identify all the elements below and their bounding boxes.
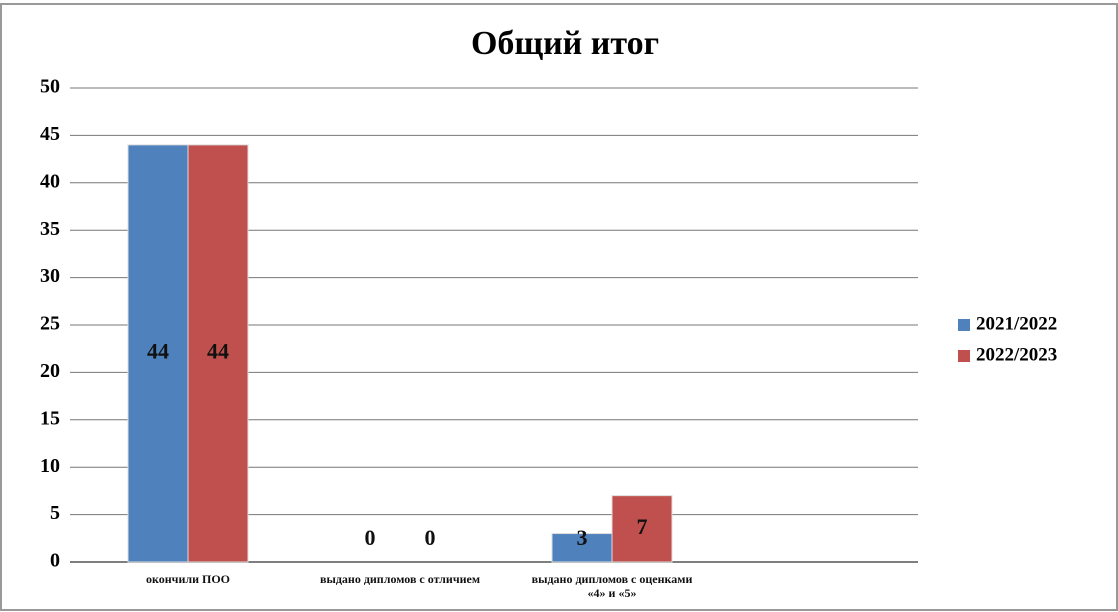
y-tick-label: 40	[40, 170, 60, 192]
y-tick-label: 10	[40, 455, 60, 477]
bar	[187, 144, 249, 563]
chart-title: Общий итог	[471, 25, 659, 62]
y-tick-label: 35	[40, 218, 60, 240]
data-label: 0	[425, 525, 436, 550]
x-tick-label: выдано дипломов с отличием	[319, 572, 481, 586]
data-label: 3	[577, 525, 588, 550]
bar	[611, 495, 673, 563]
y-tick-label: 45	[40, 123, 60, 145]
data-label: 0	[365, 525, 376, 550]
legend-label: 2021/2022	[976, 313, 1057, 334]
data-label: 44	[207, 338, 229, 363]
legend-swatch	[958, 350, 970, 362]
frame-border	[0, 3, 1118, 611]
y-tick-label: 0	[50, 550, 60, 572]
bar	[127, 144, 189, 563]
y-tick-label: 5	[50, 502, 60, 524]
y-tick-label: 15	[40, 407, 60, 429]
legend-swatch	[958, 319, 970, 331]
x-tick-label: выдано дипломов с оценками «4» и «5»	[531, 572, 693, 600]
bar	[551, 533, 613, 563]
y-tick-label: 30	[40, 265, 60, 287]
y-tick-label: 25	[40, 313, 60, 335]
data-label: 7	[637, 514, 648, 539]
y-tick-label: 50	[40, 76, 60, 98]
x-tick-label: окончили ПОО	[146, 572, 230, 586]
data-label: 44	[147, 338, 169, 363]
y-tick-label: 20	[40, 360, 60, 382]
legend-label: 2022/2023	[976, 344, 1057, 365]
